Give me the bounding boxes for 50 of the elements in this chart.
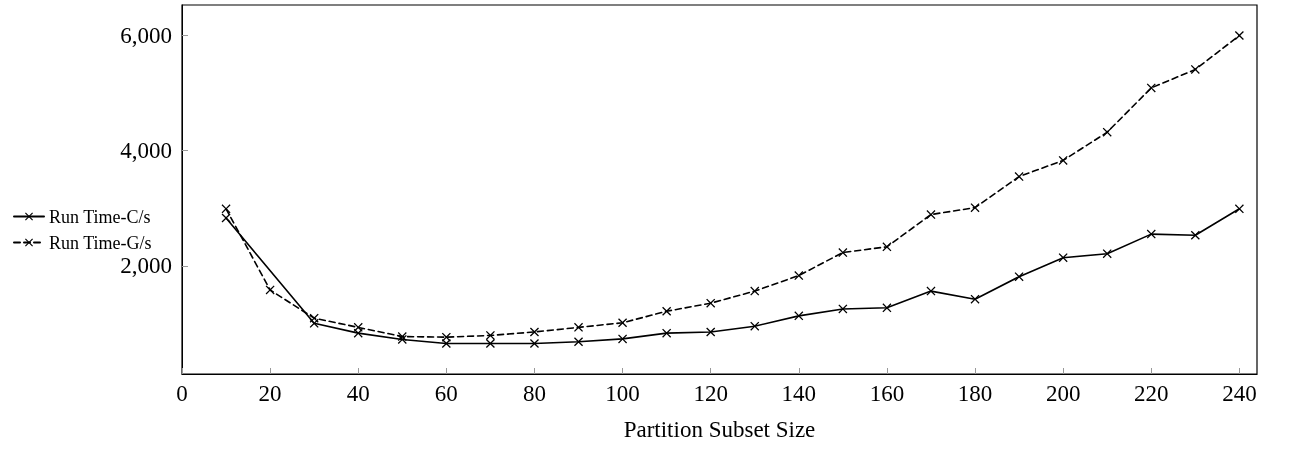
point <box>618 334 628 344</box>
x-tick-label: 180 <box>957 381 993 406</box>
point <box>1014 272 1024 282</box>
point <box>221 204 231 214</box>
point <box>662 328 672 338</box>
x-tick-label: 80 <box>522 381 546 406</box>
point <box>706 327 716 337</box>
x-tick-label: 0 <box>176 381 188 406</box>
x-tick-label: 200 <box>1045 381 1081 406</box>
x-tick-label: 220 <box>1134 381 1169 406</box>
point <box>309 318 319 328</box>
x-tick-label: 120 <box>693 381 728 406</box>
x-tick-label: 100 <box>605 381 640 406</box>
x-tick-label: 60 <box>434 381 458 406</box>
point <box>1146 83 1156 93</box>
point <box>574 337 584 347</box>
y-tick-label: 2,000 <box>120 253 172 279</box>
x-tick-label: 40 <box>346 381 370 406</box>
point <box>1146 229 1156 239</box>
point <box>882 242 892 252</box>
point <box>926 210 936 220</box>
point <box>882 303 892 313</box>
x-tick-label: 160 <box>869 381 905 406</box>
legend-label: Run Time-G/s <box>49 232 152 253</box>
point <box>750 286 760 296</box>
x-axis-title: Partition Subset Size <box>623 417 816 442</box>
point <box>662 306 672 316</box>
x-tick-label: 140 <box>781 381 817 406</box>
point <box>441 332 451 342</box>
y-tick-label: 4,000 <box>120 138 172 164</box>
point <box>353 322 363 332</box>
point <box>794 271 804 281</box>
point <box>1234 31 1244 41</box>
point <box>1058 253 1068 263</box>
point <box>529 327 539 337</box>
point <box>618 318 628 328</box>
x-tick-label: 240 <box>1222 381 1257 406</box>
point <box>1058 155 1068 165</box>
point <box>1102 249 1112 259</box>
point <box>970 294 980 304</box>
point <box>838 248 848 258</box>
x-tick-label: 20 <box>258 381 282 406</box>
point <box>970 203 980 213</box>
point <box>1234 204 1244 214</box>
point <box>1190 64 1200 74</box>
y-tick-label: 6,000 <box>120 23 172 49</box>
point <box>706 298 716 308</box>
point <box>1014 172 1024 182</box>
point <box>574 322 584 332</box>
legend-label: Run Time-C/s <box>49 206 151 227</box>
